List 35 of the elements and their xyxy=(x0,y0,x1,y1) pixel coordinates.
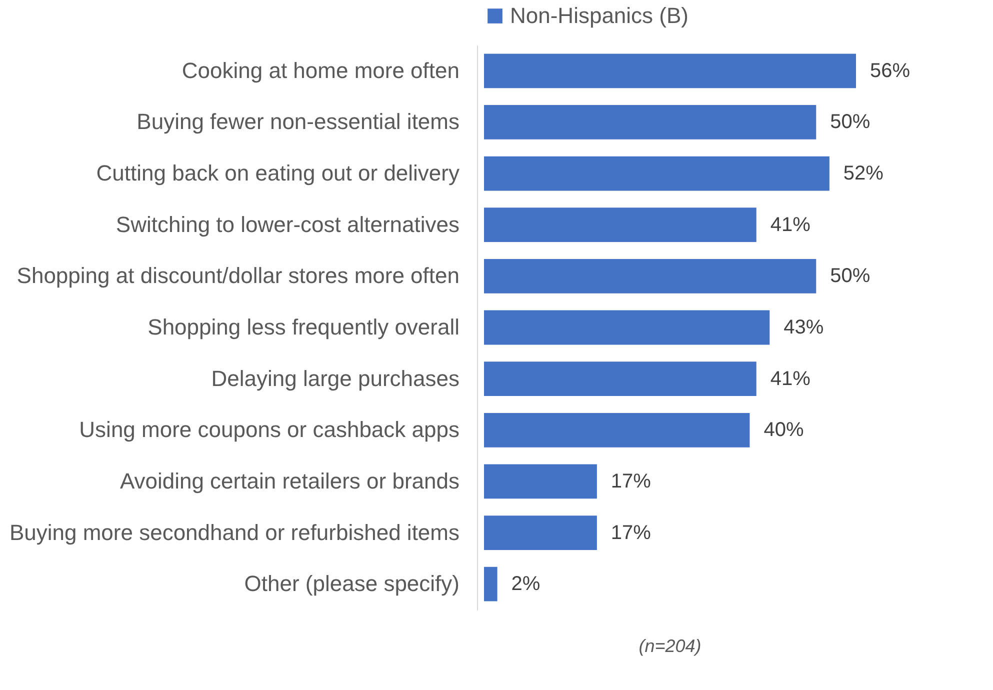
data-label: 50% xyxy=(830,111,870,134)
bar xyxy=(484,566,498,602)
bar xyxy=(484,258,816,294)
bar xyxy=(484,105,816,140)
y-tick-label: Avoiding certain retailers or brands xyxy=(120,468,460,494)
data-label: 52% xyxy=(843,162,884,185)
text: (n=204) xyxy=(638,636,702,656)
y-tick-label: Cutting back on eating out or delivery xyxy=(96,160,460,186)
data-label: 40% xyxy=(764,419,804,442)
data-label: 43% xyxy=(784,316,824,338)
y-tick-label: Using more coupons or cashback apps xyxy=(79,417,460,442)
data-label: 17% xyxy=(610,470,652,492)
bar xyxy=(484,412,750,448)
y-tick-label: Other (please specify) xyxy=(244,571,460,596)
bar xyxy=(484,54,856,88)
bar xyxy=(484,464,597,499)
y-tick-label: Cooking at home more often xyxy=(182,58,460,83)
legend-label: Non-Hispanics (B) xyxy=(510,3,688,28)
data-label: 17% xyxy=(610,522,652,544)
y-tick-label: Buying more secondhand or refurbished items xyxy=(9,520,460,545)
bar xyxy=(484,208,756,242)
bar xyxy=(484,516,597,550)
bar xyxy=(484,362,756,396)
y-tick-label: Switching to lower-cost alternatives xyxy=(116,212,460,237)
data-label: 50% xyxy=(830,265,870,288)
data-label: 41% xyxy=(770,214,811,236)
y-tick-label: Buying fewer non-essential items xyxy=(136,109,460,134)
y-tick-label: Shopping at discount/dollar stores more often xyxy=(16,263,460,288)
data-label: 56% xyxy=(870,60,910,82)
y-tick-label: Shopping less frequently overall xyxy=(148,314,460,340)
data-label: 41% xyxy=(770,368,811,390)
data-label: 2% xyxy=(511,573,540,596)
bar xyxy=(484,156,830,191)
bar xyxy=(484,310,770,345)
y-tick-label: Delaying large purchases xyxy=(211,366,460,391)
